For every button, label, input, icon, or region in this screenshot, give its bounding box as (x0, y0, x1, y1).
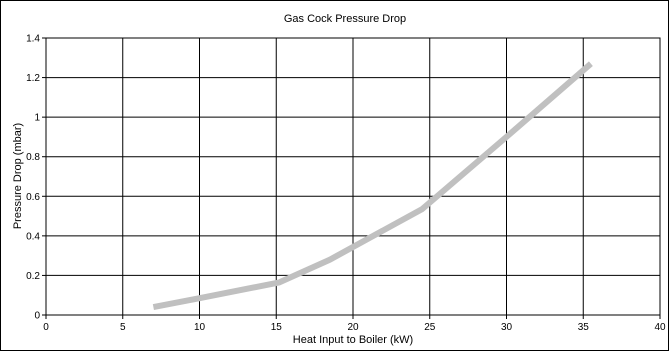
chart-title: Gas Cock Pressure Drop (284, 13, 406, 25)
y-tick-label: 0.4 (26, 231, 40, 242)
x-tick-label: 20 (347, 322, 359, 333)
grid-lines (46, 38, 660, 315)
x-tick-label: 25 (424, 322, 436, 333)
x-tick-label: 30 (501, 322, 513, 333)
x-tick-label: 15 (271, 322, 283, 333)
series-line (152, 61, 593, 311)
y-axis-ticks: 0 0.2 0.4 0.6 0.8 1 1.2 1.4 (26, 34, 46, 322)
series-layer (152, 61, 593, 311)
x-tick-label: 5 (120, 322, 126, 333)
x-tick-label: 10 (194, 322, 206, 333)
y-tick-label: 1.2 (26, 73, 40, 84)
y-tick-label: 0 (34, 311, 40, 322)
y-axis-title: Pressure Drop (mbar) (12, 123, 24, 229)
y-tick-label: 1 (34, 113, 40, 124)
y-tick-label: 1.4 (26, 34, 40, 45)
y-tick-label: 0.2 (26, 271, 40, 282)
x-axis-ticks: 0 5 10 15 20 25 30 35 40 (43, 315, 666, 333)
x-axis-title: Heat Input to Boiler (kW) (293, 334, 413, 346)
y-tick-label: 0.6 (26, 192, 40, 203)
x-tick-label: 35 (578, 322, 590, 333)
x-tick-label: 0 (43, 322, 49, 333)
x-tick-label: 40 (654, 322, 666, 333)
y-tick-label: 0.8 (26, 152, 40, 163)
